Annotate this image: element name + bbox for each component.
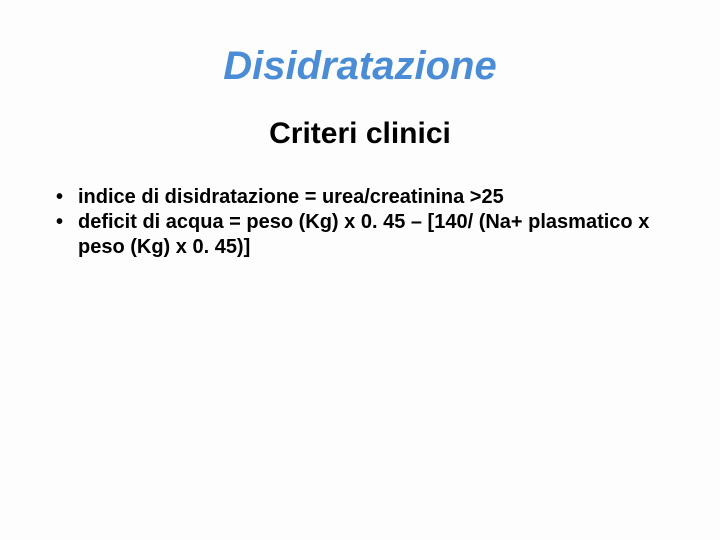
slide: Disidratazione Criteri clinici • indice … <box>0 0 720 540</box>
slide-title: Disidratazione <box>0 44 720 89</box>
bullet-text: deficit di acqua = peso (Kg) x 0. 45 – [… <box>78 210 680 260</box>
slide-subtitle: Criteri clinici <box>0 117 720 151</box>
bullet-marker: • <box>56 185 78 210</box>
bullet-list: • indice di disidratazione = urea/creati… <box>0 185 720 260</box>
bullet-marker: • <box>56 210 78 260</box>
list-item: • indice di disidratazione = urea/creati… <box>56 185 680 210</box>
list-item: • deficit di acqua = peso (Kg) x 0. 45 –… <box>56 210 680 260</box>
bullet-text: indice di disidratazione = urea/creatini… <box>78 185 680 210</box>
